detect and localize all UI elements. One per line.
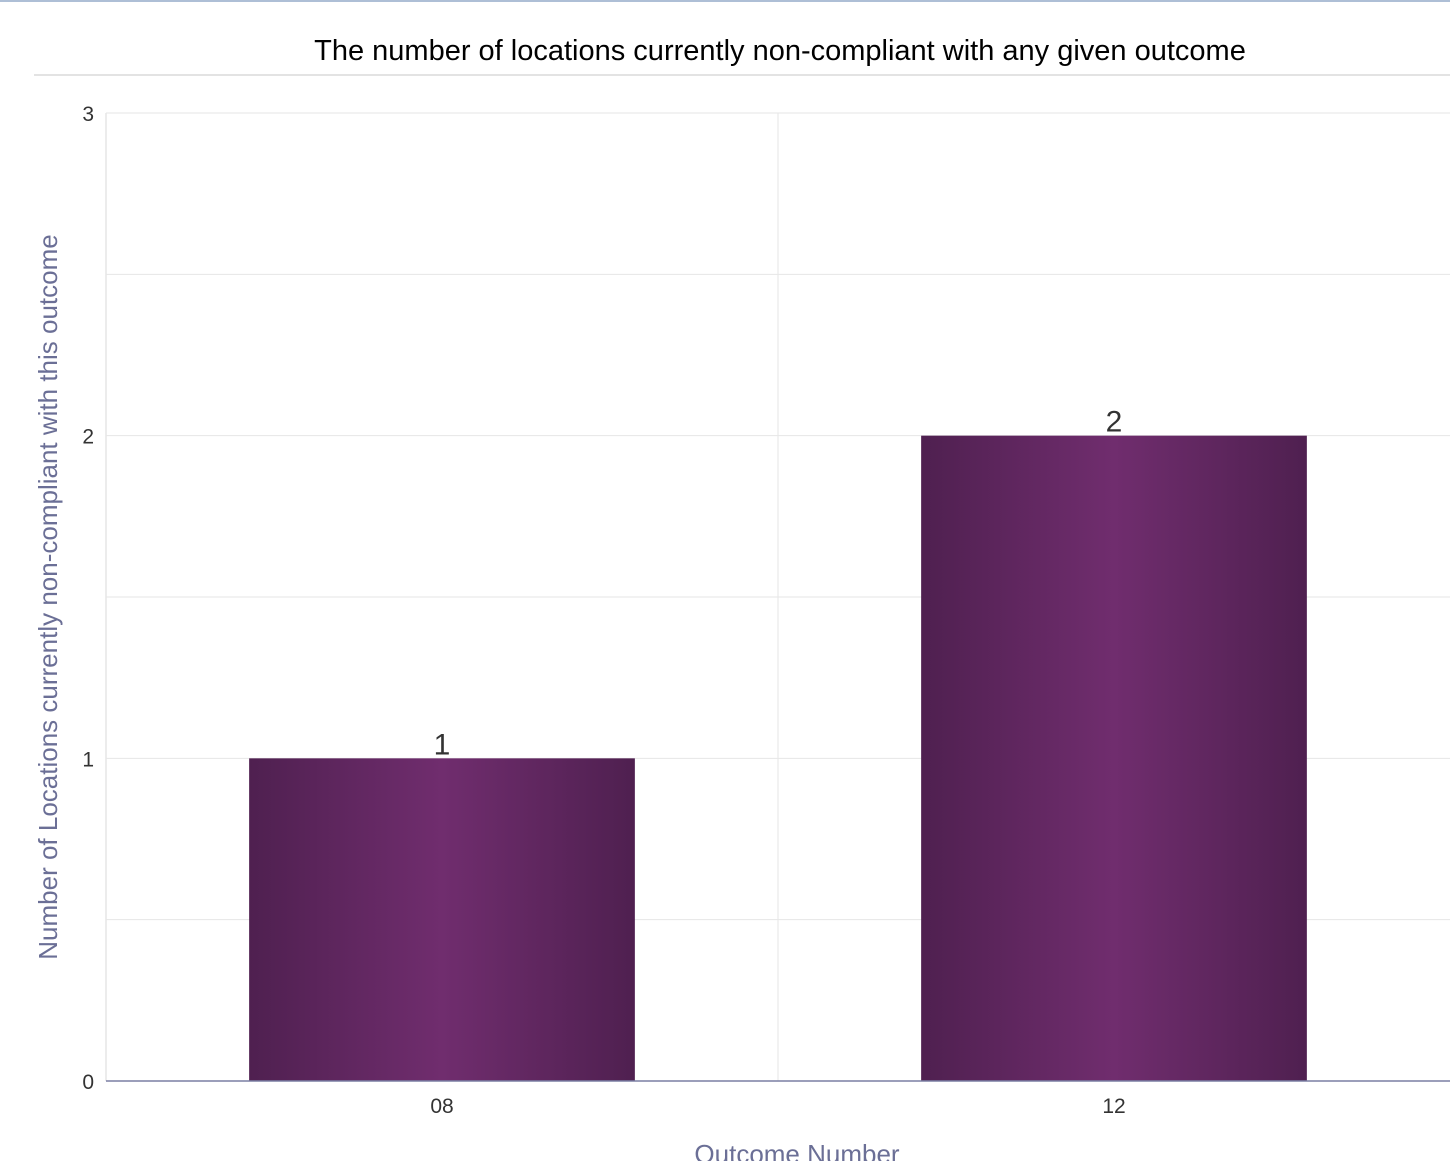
x-tick-label-12: 12 <box>1102 1095 1125 1118</box>
x-axis-title: Outcome Number <box>694 1139 900 1161</box>
bar-12 <box>921 435 1307 1082</box>
x-tick-label-08: 08 <box>430 1095 453 1118</box>
bar-08 <box>249 758 635 1081</box>
chart-title: The number of locations currently non-co… <box>314 35 1246 67</box>
y-axis-title: Number of Locations currently non-compli… <box>33 234 63 959</box>
y-tick-label: 0 <box>82 1071 94 1094</box>
data-label-08: 1 <box>434 728 451 761</box>
y-tick-label: 2 <box>82 426 94 449</box>
top-border <box>0 0 1450 2</box>
data-label-12: 2 <box>1106 406 1123 439</box>
axes <box>105 113 1450 1082</box>
y-tick-label: 3 <box>82 103 94 126</box>
bars <box>249 435 1307 1082</box>
y-tick-label: 1 <box>82 748 94 771</box>
